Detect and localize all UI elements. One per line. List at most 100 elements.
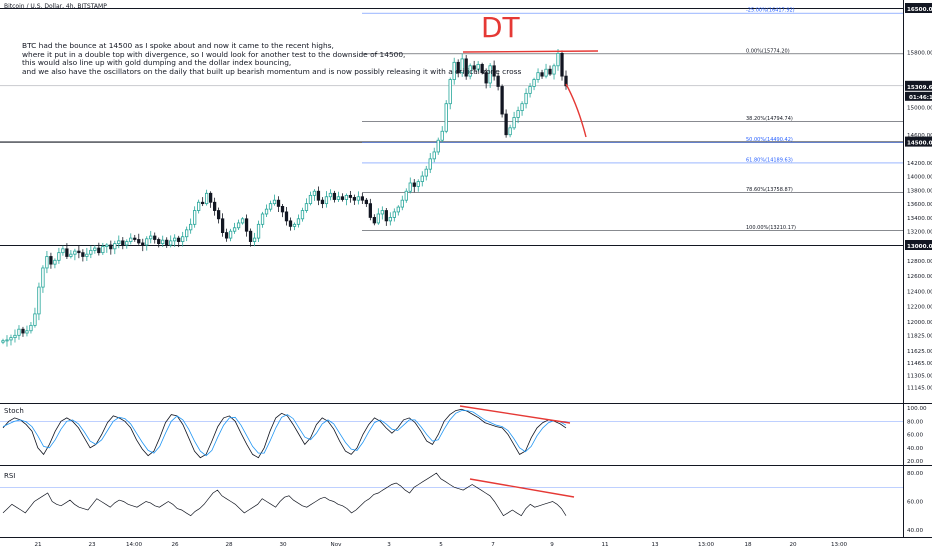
fib-level-label: 50.00%(14490.42) [746,137,793,143]
candle-body [364,199,368,205]
candle-body [452,61,456,80]
countdown-label: 01:46:14 [909,95,932,101]
candle-body [532,79,536,87]
countdown-tag [905,91,932,101]
price-axis-tick-label: 14200.00 [907,161,932,167]
time-axis-tick-label: 26 [171,542,179,548]
time-axis-tick-label: 21 [34,542,42,548]
candle-body [33,313,37,326]
candle-body [300,210,305,220]
time-axis-tick-label: 9 [550,542,554,548]
candle-body [340,196,345,200]
time-axis-tick-label: 28 [225,542,233,548]
candle-body [476,64,480,70]
candle-body [448,79,452,105]
candle-body [189,223,193,231]
time-axis-tick-label: Nov [331,542,343,548]
candle-body [420,175,424,182]
candle-body [284,211,289,222]
candle-body [161,239,165,245]
candle-body [368,203,372,218]
candle-body [312,190,317,196]
fib-level-label: 78.60%(13758.87) [746,187,793,193]
candle-body [424,168,428,177]
candle-body [220,218,225,233]
candle-body [428,158,432,170]
rsi-axis-tick-label: 40.00 [907,528,923,534]
candle-body [408,182,412,192]
candle-body [125,241,129,246]
candle-body [460,58,464,74]
price-axis-tick-label: 14000.00 [907,175,932,181]
candle-body [496,75,500,87]
candle-body [560,52,564,77]
candle-body [304,203,309,211]
candle-body [348,194,353,198]
candle-body [552,65,556,75]
candle-body [21,328,25,334]
price-axis-tick-label: 13400.00 [907,216,932,222]
candle-body [548,68,552,75]
candle-body [185,229,189,238]
time-axis-tick-label: 23 [88,542,96,548]
candle-body [444,103,448,132]
price-axis-tick-label: 14500.00 [907,141,932,147]
price-axis-tick-label: 11625.00 [907,349,932,355]
candle-body [5,339,9,342]
annotation-line: this would also line up with gold dumpin… [22,58,292,68]
candle-body [280,205,285,213]
candle-body [480,64,484,74]
stoch-axis-tick-label: 40.00 [907,446,923,452]
candle-body [45,256,49,269]
candle-body [276,199,281,207]
rsi-axis-tick-label: 80.00 [907,471,923,477]
stoch-pane-label: Stoch [4,407,24,415]
candle-body [352,197,357,201]
candle-body [85,253,89,257]
price-level-tag [905,3,932,13]
candle-body [25,330,29,334]
price-axis-tick-label: 11145.00 [907,386,932,392]
stoch-series-line [2,410,567,457]
candle-body [564,75,568,87]
candle-body [500,86,504,115]
candle-body [57,252,61,261]
candle-body [41,267,45,288]
stoch-series-line [2,408,567,459]
candle-body [292,223,297,227]
candle-body [129,237,133,242]
candle-body [193,210,197,225]
candle-body [137,239,141,244]
candle-body [232,227,237,232]
candle-body [121,240,125,246]
fib-level-label: -25.00%(16417.92) [746,8,795,14]
price-level-tag [905,240,932,250]
candle-body [436,139,440,153]
candle-body [524,92,528,105]
time-axis-tick-label: 3 [387,542,391,548]
candle-body [153,235,157,240]
candle-body [508,127,512,136]
candle-body [356,196,361,201]
time-axis-tick-label: 30 [279,542,287,548]
candle-body [492,65,496,77]
candle-body [324,196,329,205]
annotation-line: BTC had the bounce at 14500 as I spoke a… [22,41,334,50]
candle-body [404,190,408,201]
candle-body [540,72,544,77]
candle-body [288,220,293,227]
candle-body [384,210,388,222]
price-axis-tick-label: 16500.00 [907,7,932,13]
candle-body [117,240,121,245]
candle-body [149,235,153,240]
stoch-axis-tick-label: 60.00 [907,433,923,439]
annotation-text: BTC had the bounce at 14500 as I spoke a… [22,41,521,76]
price-axis-tick-label: 12400.00 [907,289,932,295]
candle-body [197,201,201,211]
candle-body [464,58,468,77]
candle-body [412,182,416,187]
candle-body [228,230,233,239]
candle-body [216,210,221,220]
projection-arrow [565,83,587,138]
